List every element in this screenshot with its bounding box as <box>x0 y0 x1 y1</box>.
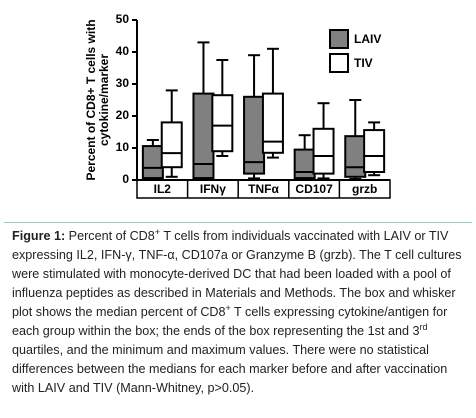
caption-sup: + <box>154 226 161 237</box>
legend-label: TIV <box>354 56 373 70</box>
box <box>160 121 183 169</box>
y-axis-label: cytokine/marker <box>97 54 111 146</box>
box <box>141 145 164 180</box>
caption-text: T cells expressing cytokine/antigen for … <box>12 305 448 338</box>
y-axis-label: Percent of CD8+ T cells with <box>84 19 98 180</box>
x-tick-label: IL2 <box>154 182 172 196</box>
box <box>293 148 316 180</box>
x-tick-label: TNFα <box>248 182 279 196</box>
legend-swatch <box>329 29 349 49</box>
chart: 0 10 20 30 40 50 Percent of CD8+ T cells with c… <box>84 12 391 199</box>
y-tick-label: 30 <box>116 76 130 90</box>
caption-text: Percent of CD8 <box>65 229 155 243</box>
box <box>192 92 215 180</box>
box <box>363 129 386 173</box>
x-tick-label: grzb <box>352 182 377 196</box>
x-tick-label: IFNγ <box>200 182 226 196</box>
y-tick-label: 10 <box>116 140 130 154</box>
caption-sup: rd <box>419 321 428 332</box>
category-frame <box>136 179 391 199</box>
y-tick-label: 40 <box>116 44 130 58</box>
caption-sup: + <box>225 302 231 313</box>
y-tick-label: 50 <box>116 12 130 26</box>
y-tick-label: 0 <box>122 172 129 186</box>
caption-text: T cells from individuals vaccinated with… <box>12 229 462 319</box>
caption-text: quartiles, and the minimum and maximum v… <box>12 343 448 395</box>
x-tick-label: CD107 <box>295 182 333 196</box>
box <box>312 127 335 175</box>
box <box>344 135 367 178</box>
box <box>261 92 284 154</box>
y-tick-label: 20 <box>116 108 130 122</box>
legend-label: LAIV <box>354 32 381 46</box>
box <box>211 94 234 153</box>
legend-swatch <box>329 53 349 73</box>
caption: Figure 1: Percent of CD8+ T cells from i… <box>4 222 472 415</box>
caption-label: Figure 1: <box>12 229 66 243</box>
